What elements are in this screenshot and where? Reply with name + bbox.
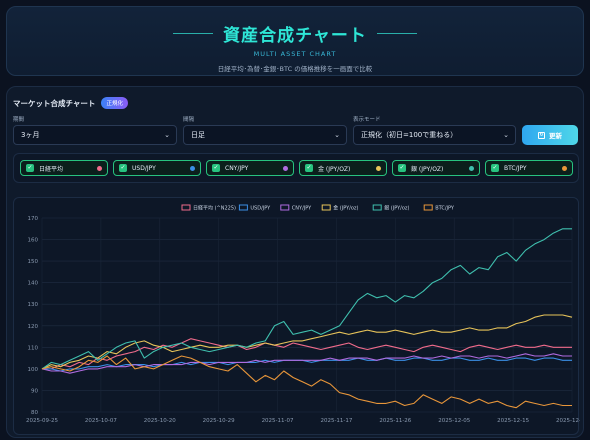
toggle-label: CNY/JPY [225, 164, 249, 172]
y-tick-label: 120 [28, 324, 39, 330]
series-line [41, 353, 572, 374]
page-title: 資産合成チャート [223, 25, 367, 46]
x-tick-label: 2025-12-05 [438, 418, 470, 424]
legend-swatch [238, 204, 248, 211]
x-tick-label: 2025-11-07 [262, 418, 294, 424]
refresh-icon: ↻ [538, 131, 545, 139]
x-tick-label: 2025-10-07 [85, 418, 117, 424]
y-tick-label: 170 [28, 216, 39, 222]
title-decor-line-right [376, 32, 417, 34]
toggle-label: 金 (JPY/OZ) [318, 165, 351, 173]
interval-select-value: 日足 [191, 131, 205, 139]
checkbox-checked-icon[interactable]: ✓ [305, 164, 313, 172]
series-color-dot [562, 165, 567, 171]
chart-panel: マーケット合成チャート 正規化 期間 3ヶ月 ⌄ 間隔 日足 ⌄ 表示モード 正… [6, 86, 588, 438]
x-tick-label: 2025-11-26 [379, 418, 411, 424]
series-line [42, 357, 572, 372]
header-banner: 資産合成チャート MULTI ASSET CHART 日経平均･為替･金銀･BT… [6, 6, 584, 76]
x-tick-label: 2025-12-23 [556, 418, 580, 424]
toggle-label: BTC/JPY [504, 164, 527, 172]
checkbox-checked-icon[interactable]: ✓ [212, 164, 220, 172]
x-tick-label: 2025-10-29 [203, 418, 235, 424]
title-decor-line-left [173, 32, 214, 34]
toggle-silver[interactable]: ✓ 銀 (JPY/OZ) [392, 160, 480, 176]
interval-select[interactable]: 日足 ⌄ [183, 125, 347, 145]
mode-badge: 正規化 [101, 97, 128, 109]
toggle-label: 日経平均 [39, 165, 64, 173]
mode-select[interactable]: 正規化（初日=100で重ねる） ⌄ [353, 125, 516, 145]
legend-swatch [280, 204, 290, 211]
panel-title: マーケット合成チャート [13, 98, 96, 108]
series-color-dot [283, 165, 288, 171]
legend-swatch [181, 204, 191, 211]
series-line [41, 355, 572, 409]
checkbox-checked-icon[interactable]: ✓ [491, 164, 499, 172]
period-label: 期間 [13, 117, 25, 123]
line-chart: 80 90 100 110 120 130 140 150 160 170 2025-09-25 20… [26, 204, 588, 424]
checkbox-checked-icon[interactable]: ✓ [398, 164, 406, 172]
legend-swatch [321, 204, 331, 211]
series-line [41, 228, 572, 370]
subtitle-en: MULTI ASSET CHART [253, 50, 337, 58]
y-tick-label: 150 [28, 259, 39, 265]
series-line [41, 314, 573, 370]
mode-select-value: 正規化（初日=100で重ねる） [361, 131, 458, 139]
legend-label: USD/JPY [250, 206, 271, 212]
y-tick-label: 160 [28, 238, 39, 244]
y-tick-label: 140 [28, 281, 39, 287]
toggle-nikkei[interactable]: ✓ 日経平均 [20, 160, 108, 176]
interval-label: 間隔 [183, 117, 195, 123]
toggle-cnyjpy[interactable]: ✓ CNY/JPY [206, 160, 294, 176]
legend-label: 銀 (JPY/oz) [384, 205, 409, 212]
series-color-dot [376, 165, 381, 171]
period-select[interactable]: 3ヶ月 ⌄ [13, 125, 177, 145]
y-tick-label: 130 [28, 302, 39, 308]
legend-label: BTC/JPY [435, 206, 455, 212]
update-button[interactable]: ↻ 更新 [522, 125, 578, 145]
subtitle-jp: 日経平均･為替･金銀･BTC の価格推移を一画面で比較 [217, 65, 373, 73]
y-tick-label: 110 [28, 345, 39, 351]
series-color-dot [97, 165, 102, 171]
legend-label: 金 (JPY/oz) [333, 205, 358, 212]
series-line [42, 338, 572, 370]
y-tick-label: 100 [28, 367, 39, 373]
x-tick-label: 2025-11-17 [320, 418, 352, 424]
series-color-dot [190, 165, 195, 171]
legend-swatch [423, 204, 433, 211]
chevron-down-icon: ⌄ [503, 131, 509, 139]
panel-header: マーケット合成チャート 正規化 [13, 97, 128, 109]
x-tick-label: 2025-12-15 [497, 418, 529, 424]
toggle-btc[interactable]: ✓ BTC/JPY [485, 160, 573, 176]
toggle-usdjpy[interactable]: ✓ USD/JPY [113, 160, 201, 176]
toggle-label: 銀 (JPY/OZ) [411, 165, 444, 173]
series-color-dot [469, 165, 474, 171]
legend-label: CNY/JPY [292, 206, 312, 212]
chart-container: 80 90 100 110 120 130 140 150 160 170 2025-09-25 20… [13, 197, 588, 435]
legend-label: 日経平均 (^N225) [193, 205, 236, 212]
checkbox-checked-icon[interactable]: ✓ [26, 164, 34, 172]
legend-swatch [372, 204, 382, 211]
update-button-label: 更新 [549, 132, 562, 140]
x-tick-label: 2025-10-20 [144, 418, 176, 424]
x-tick-label: 2025-09-25 [26, 418, 58, 424]
series-toggle-bar: ✓ 日経平均 ✓ USD/JPY ✓ CNY/JPY ✓ 金 (JPY/OZ) … [13, 153, 579, 183]
mode-label: 表示モード [353, 117, 381, 123]
y-tick-label: 80 [31, 410, 38, 416]
toggle-label: USD/JPY [132, 164, 156, 172]
chevron-down-icon: ⌄ [164, 131, 170, 139]
title-row: 資産合成チャート [7, 21, 583, 46]
chevron-down-icon: ⌄ [334, 131, 340, 139]
toggle-gold[interactable]: ✓ 金 (JPY/OZ) [299, 160, 387, 176]
y-tick-label: 90 [31, 388, 38, 394]
checkbox-checked-icon[interactable]: ✓ [119, 164, 127, 172]
period-select-value: 3ヶ月 [21, 131, 40, 139]
